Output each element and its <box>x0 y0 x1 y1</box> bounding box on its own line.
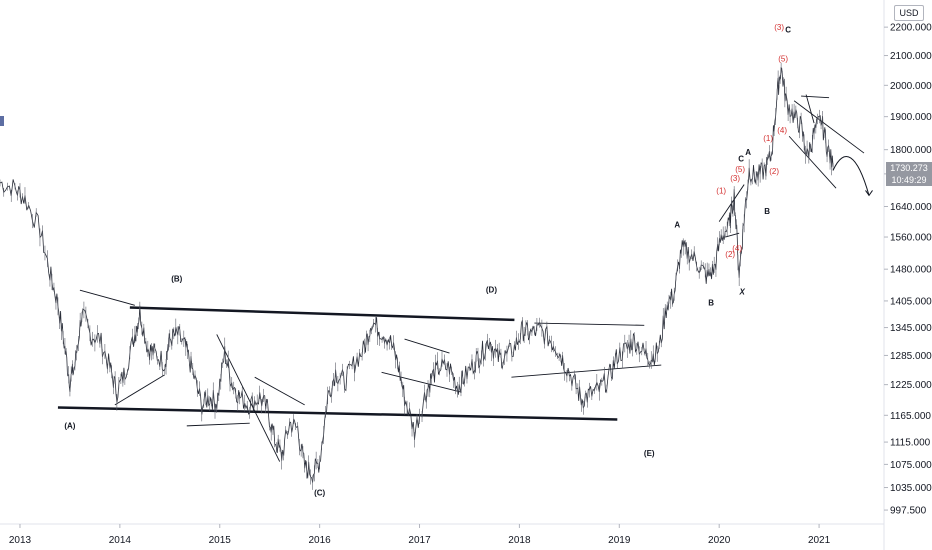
wave-label-12: (1) <box>716 187 726 196</box>
projection-arrowhead <box>865 190 873 197</box>
y-tick-label-15: 2000.000 <box>890 81 932 92</box>
x-tick-label-3: 2016 <box>309 535 332 546</box>
x-tick-label-6: 2019 <box>608 535 631 546</box>
y-tick-label-17: 2200.000 <box>890 23 932 34</box>
wave-label-20: (4) <box>777 126 787 135</box>
y-tick-label-3: 1115.000 <box>890 438 931 449</box>
y-tick-label-9: 1480.000 <box>890 265 932 276</box>
price-line <box>0 67 834 483</box>
wave-label-13: (2) <box>725 250 735 259</box>
x-tick-label-2: 2015 <box>209 535 232 546</box>
trendline-10[interactable] <box>511 364 662 378</box>
trendline-5[interactable] <box>186 422 250 427</box>
wave-label-5: A <box>674 220 680 229</box>
wave-label-16: (5) <box>735 165 745 174</box>
x-tick-label-5: 2018 <box>508 535 531 546</box>
price-axis[interactable]: 997.500 1035.000 1075.000 1115.000 1165.000 1… <box>884 23 932 517</box>
y-tick-label-2: 1075.000 <box>890 460 932 471</box>
wave-label-2: (C) <box>314 488 325 497</box>
trendline-7[interactable] <box>404 338 450 354</box>
trendline-6[interactable] <box>254 376 305 406</box>
x-tick-label-8: 2021 <box>808 535 831 546</box>
wave-label-7: A <box>745 148 751 157</box>
projection-layer <box>832 156 873 197</box>
wave-label-10: C <box>785 26 791 35</box>
wave-label-18: (2) <box>769 167 779 176</box>
wave-label-21: (5) <box>778 54 788 63</box>
wave-label-0: (A) <box>64 422 75 431</box>
trendline-1[interactable] <box>57 406 618 421</box>
trendline-4[interactable] <box>216 334 281 462</box>
trendline-16[interactable] <box>805 94 815 124</box>
trendline-9[interactable] <box>534 322 645 326</box>
last-price-tag: 1730.273 10:49:29 <box>886 162 932 186</box>
wave-label-19: (3) <box>774 23 784 32</box>
y-tick-label-11: 1640.000 <box>890 202 932 213</box>
wave-label-9: C <box>738 155 744 164</box>
trendlines-layer <box>57 94 865 462</box>
bar-countdown: 10:49:29 <box>891 175 927 185</box>
projection-path <box>832 156 870 196</box>
currency-badge[interactable]: USD <box>894 5 924 21</box>
wave-label-6: B <box>708 298 714 307</box>
wave-label-17: (1) <box>763 134 773 143</box>
wave-label-4: (E) <box>644 449 655 458</box>
y-tick-label-0: 997.500 <box>890 506 927 517</box>
y-tick-label-8: 1405.000 <box>890 296 932 307</box>
trendline-8[interactable] <box>381 371 462 393</box>
trendline-3[interactable] <box>114 374 166 406</box>
trendline-15[interactable] <box>788 135 837 189</box>
x-tick-label-4: 2017 <box>408 535 431 546</box>
left-edge-marker <box>0 116 4 126</box>
y-tick-label-16: 2100.000 <box>890 51 932 62</box>
wave-label-1: (B) <box>171 275 182 284</box>
wave-label-11: X <box>738 287 745 296</box>
trendline-14[interactable] <box>793 100 865 154</box>
y-tick-label-1: 1035.000 <box>890 483 932 494</box>
wave-label-8: B <box>764 207 770 216</box>
price-series-layer <box>0 62 834 490</box>
y-tick-label-4: 1165.000 <box>890 411 931 422</box>
y-tick-label-5: 1225.000 <box>890 380 932 391</box>
trendline-13[interactable] <box>801 95 830 99</box>
y-tick-label-7: 1345.000 <box>890 323 932 334</box>
trendline-2[interactable] <box>79 289 135 306</box>
wave-label-3: (D) <box>486 285 497 294</box>
x-tick-label-1: 2014 <box>109 535 132 546</box>
y-tick-label-10: 1560.000 <box>890 233 932 244</box>
x-tick-label-7: 2020 <box>708 535 731 546</box>
y-tick-label-14: 1900.000 <box>890 112 932 123</box>
y-tick-label-13: 1800.000 <box>890 145 932 156</box>
x-tick-label-0: 2013 <box>9 535 32 546</box>
time-axis[interactable]: 2013 2014 2015 2016 2017 2018 2019 2020 2021 <box>9 524 831 546</box>
wave-label-14: (3) <box>730 174 740 183</box>
y-tick-label-6: 1285.000 <box>890 351 932 362</box>
last-price-value: 1730.273 <box>890 163 928 173</box>
wave-label-15: (4) <box>732 244 742 253</box>
trendline-0[interactable] <box>129 306 515 322</box>
wave-labels-layer: (A) (B) (C) (D) (E) A B A B C C X (1) (2) (3) (4) (5) (1)… <box>64 23 791 497</box>
